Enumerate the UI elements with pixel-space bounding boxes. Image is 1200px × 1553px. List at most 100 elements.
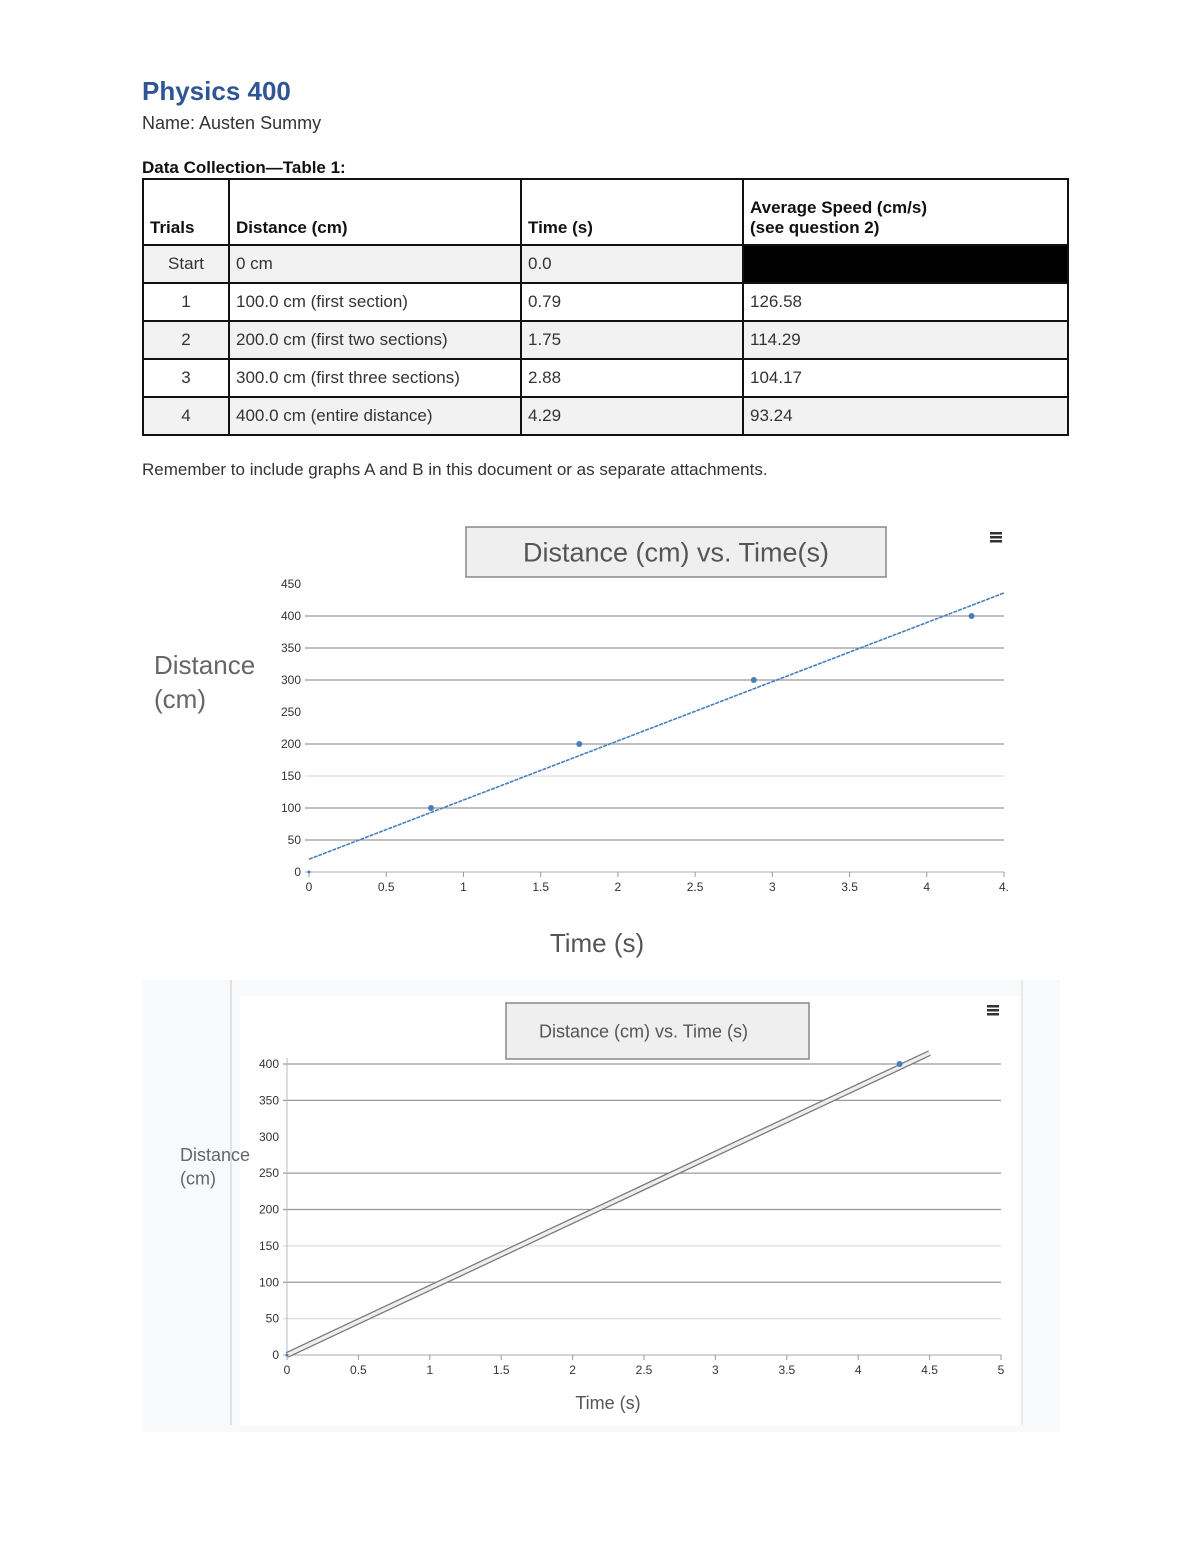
cell-speed: 126.58 bbox=[742, 282, 1069, 322]
chart1-x-tick-label: 3.5 bbox=[841, 880, 858, 894]
cell-trial: 3 bbox=[142, 358, 230, 398]
chart1-title-box bbox=[465, 526, 887, 578]
cell-speed: 93.24 bbox=[742, 396, 1069, 436]
chart1-trendline bbox=[308, 592, 1005, 860]
table-row: Start 0 cm 0.0 bbox=[142, 244, 1069, 284]
cell-distance: 100.0 cm (first section) bbox=[228, 282, 522, 322]
chart2-hamburger-menu-icon[interactable] bbox=[987, 1009, 999, 1012]
chart1-y-tick-label: 350 bbox=[281, 641, 301, 655]
chart2-x-tick-label: 1 bbox=[426, 1363, 433, 1377]
header-speed-line2: (see question 2) bbox=[750, 218, 880, 237]
chart1-x-tick-label: 2.5 bbox=[687, 880, 704, 894]
chart1-y-tick-label: 150 bbox=[281, 769, 301, 783]
header-speed: Average Speed (cm/s) (see question 2) bbox=[742, 178, 1069, 246]
chart2-y-axis-label-line2: (cm) bbox=[180, 1168, 216, 1188]
cell-time: 4.29 bbox=[520, 396, 744, 436]
chart1-y-tick-label: 100 bbox=[281, 801, 301, 815]
cell-trial: Start bbox=[142, 244, 230, 284]
chart2-canvas bbox=[240, 996, 1020, 1426]
chart1-data-point bbox=[968, 613, 975, 619]
chart2-y-tick-label: 300 bbox=[259, 1130, 279, 1144]
document-title: Physics 400 bbox=[142, 76, 291, 106]
table-header-row: Trials Distance (cm) Time (s) Average Sp… bbox=[142, 178, 1069, 246]
chart2-y-tick-label: 400 bbox=[259, 1057, 279, 1071]
chart1-y-axis-label-line1: Distance bbox=[154, 650, 255, 680]
chart2-x-tick-label: 0.5 bbox=[350, 1363, 367, 1377]
chart1-x-tick-label: 2 bbox=[615, 880, 622, 894]
chart2-x-tick-label: 1.5 bbox=[493, 1363, 510, 1377]
chart2-y-tick-label: 50 bbox=[266, 1312, 280, 1326]
header-distance: Distance (cm) bbox=[228, 178, 522, 246]
instruction-note: Remember to include graphs A and B in th… bbox=[142, 460, 768, 479]
chart2-y-tick-label: 250 bbox=[259, 1166, 279, 1180]
chart2-x-axis-label: Time (s) bbox=[575, 1393, 640, 1413]
cell-time: 1.75 bbox=[520, 320, 744, 360]
cell-speed: 114.29 bbox=[742, 320, 1069, 360]
table-row: 4 400.0 cm (entire distance) 4.29 93.24 bbox=[142, 396, 1069, 436]
chart1-x-tick-label: 3 bbox=[769, 880, 776, 894]
chart1-y-tick-label: 300 bbox=[281, 673, 301, 687]
chart1-title: Distance (cm) vs. Time(s) bbox=[523, 538, 829, 568]
chart1-x-tick-label: 4 bbox=[923, 880, 930, 894]
chart1-x-tick-label: 1.5 bbox=[532, 880, 549, 894]
chart2-x-tick-label: 0 bbox=[284, 1363, 291, 1377]
chart2-x-tick-label: 4 bbox=[855, 1363, 862, 1377]
data-table: Trials Distance (cm) Time (s) Average Sp… bbox=[142, 178, 1069, 436]
chart2-y-tick-label: 350 bbox=[259, 1093, 279, 1107]
chart2-title: Distance (cm) vs. Time (s) bbox=[539, 1021, 748, 1041]
chart1-hamburger-menu-icon[interactable] bbox=[990, 532, 1002, 535]
cell-time: 0.0 bbox=[520, 244, 744, 284]
chart2-y-axis-label-line1: Distance bbox=[180, 1145, 250, 1165]
chart2-title-box bbox=[505, 1002, 810, 1060]
table-row: 3 300.0 cm (first three sections) 2.88 104.… bbox=[142, 358, 1069, 398]
cell-distance: 0 cm bbox=[228, 244, 522, 284]
header-trials: Trials bbox=[142, 178, 230, 246]
cell-distance: 400.0 cm (entire distance) bbox=[228, 396, 522, 436]
header-time: Time (s) bbox=[520, 178, 744, 246]
chart1-hamburger-menu-icon[interactable] bbox=[990, 536, 1002, 539]
table-row: 1 100.0 cm (first section) 0.79 126.58 bbox=[142, 282, 1069, 322]
chart2-x-tick-label: 5 bbox=[998, 1363, 1005, 1377]
chart1-x-tick-label: 1 bbox=[460, 880, 467, 894]
table-row: 2 200.0 cm (first two sections) 1.75 114.29 bbox=[142, 320, 1069, 360]
cell-trial: 4 bbox=[142, 396, 230, 436]
chart2-data-point bbox=[896, 1061, 903, 1067]
chart1-y-axis-label-line2: (cm) bbox=[154, 684, 206, 714]
chart1-y-tick-label: 400 bbox=[281, 609, 301, 623]
chart2-x-tick-label: 2 bbox=[569, 1363, 576, 1377]
cell-time: 0.79 bbox=[520, 282, 744, 322]
chart1-x-tick-label: 0.5 bbox=[378, 880, 395, 894]
cell-trial: 1 bbox=[142, 282, 230, 322]
chart2-x-tick-label: 2.5 bbox=[636, 1363, 653, 1377]
chart2-y-tick-label: 0 bbox=[272, 1348, 279, 1362]
chart2-y-tick-label: 100 bbox=[259, 1275, 279, 1289]
chart2-y-tick-label: 200 bbox=[259, 1203, 279, 1217]
table-caption: Data Collection—Table 1: bbox=[142, 158, 346, 177]
chart1-data-point bbox=[307, 870, 311, 874]
chart1-y-tick-label: 450 bbox=[281, 577, 301, 591]
chart2-y-tick-label: 150 bbox=[259, 1239, 279, 1253]
chart1-y-tick-label: 250 bbox=[281, 705, 301, 719]
chart1-y-tick-label: 0 bbox=[294, 865, 301, 879]
cell-speed: 104.17 bbox=[742, 358, 1069, 398]
chart1-y-tick-label: 200 bbox=[281, 737, 301, 751]
chart1-hamburger-menu-icon[interactable] bbox=[990, 540, 1002, 543]
header-speed-line1: Average Speed (cm/s) bbox=[750, 198, 927, 217]
chart2-x-tick-label: 3.5 bbox=[778, 1363, 795, 1377]
chart1-data-point bbox=[576, 741, 583, 747]
student-name: Name: Austen Summy bbox=[142, 113, 322, 133]
chart1-x-tick-label: 0 bbox=[306, 880, 313, 894]
chart1-data-point bbox=[750, 677, 757, 683]
chart2-data-point bbox=[285, 1353, 289, 1357]
chart1-x-tick-label: 4. bbox=[999, 880, 1009, 894]
cell-distance: 200.0 cm (first two sections) bbox=[228, 320, 522, 360]
chart1-x-axis-label: Time (s) bbox=[550, 928, 644, 958]
chart2-hamburger-menu-icon[interactable] bbox=[987, 1013, 999, 1016]
cell-time: 2.88 bbox=[520, 358, 744, 398]
chart1-y-tick-label: 50 bbox=[288, 833, 302, 847]
chart2-trendline bbox=[286, 1051, 931, 1357]
chart2-x-tick-label: 3 bbox=[712, 1363, 719, 1377]
chart2-hamburger-menu-icon[interactable] bbox=[987, 1005, 999, 1008]
